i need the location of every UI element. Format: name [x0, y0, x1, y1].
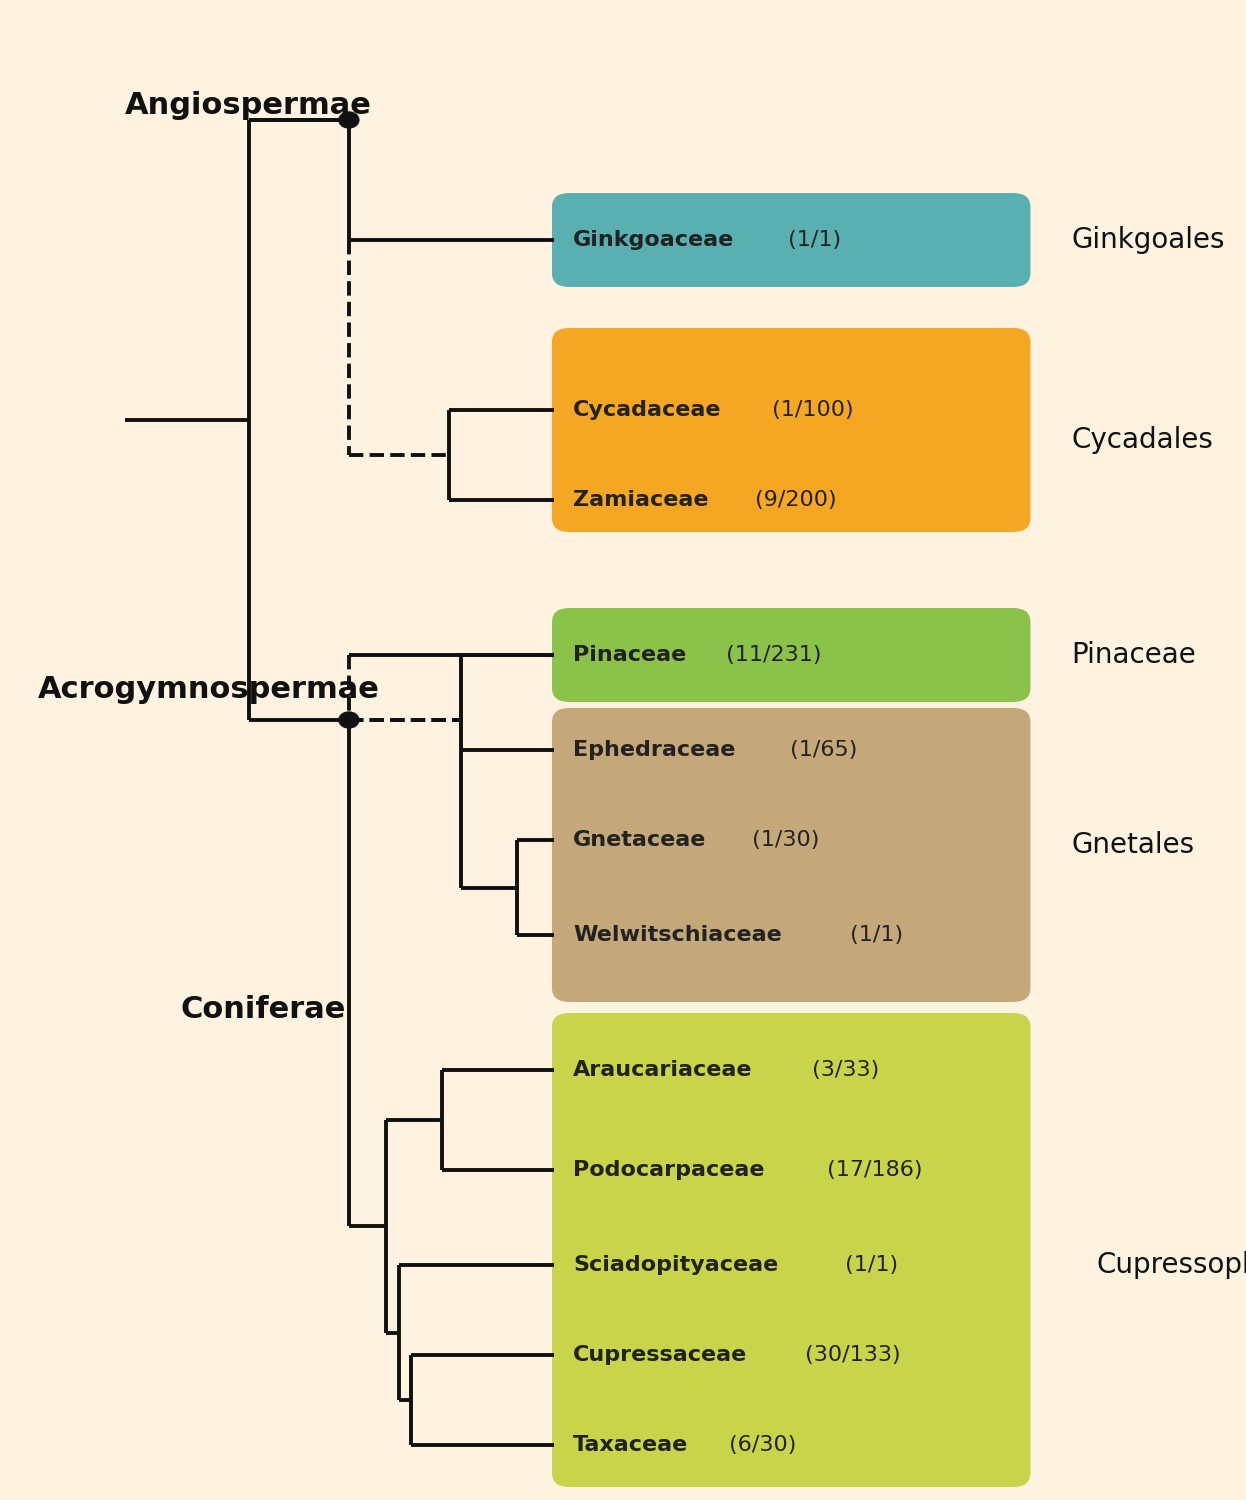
- Text: (9/200): (9/200): [748, 490, 836, 510]
- Text: Pinaceae: Pinaceae: [1072, 640, 1196, 669]
- FancyBboxPatch shape: [552, 328, 1030, 532]
- Text: Coniferae: Coniferae: [181, 996, 346, 1024]
- Text: Cycadaceae: Cycadaceae: [573, 400, 721, 420]
- Text: Cupressaceae: Cupressaceae: [573, 1346, 748, 1365]
- Text: Gnetales: Gnetales: [1072, 831, 1195, 860]
- FancyBboxPatch shape: [552, 194, 1030, 286]
- Text: Podocarpaceae: Podocarpaceae: [573, 1160, 765, 1180]
- Text: (17/186): (17/186): [820, 1160, 923, 1180]
- Circle shape: [339, 112, 359, 128]
- Text: Gnetaceae: Gnetaceae: [573, 830, 706, 850]
- Text: Ephedraceae: Ephedraceae: [573, 740, 735, 760]
- Text: Sciadopityaceae: Sciadopityaceae: [573, 1256, 779, 1275]
- Text: (30/133): (30/133): [797, 1346, 901, 1365]
- Text: Ginkgoaceae: Ginkgoaceae: [573, 230, 734, 251]
- FancyBboxPatch shape: [552, 708, 1030, 1002]
- Text: (1/1): (1/1): [781, 230, 841, 251]
- FancyBboxPatch shape: [552, 1013, 1030, 1486]
- Text: (3/33): (3/33): [805, 1060, 878, 1080]
- Text: (1/65): (1/65): [782, 740, 857, 760]
- Text: (1/30): (1/30): [745, 830, 820, 850]
- FancyBboxPatch shape: [552, 608, 1030, 702]
- Text: (11/231): (11/231): [719, 645, 822, 664]
- Text: (1/1): (1/1): [842, 926, 902, 945]
- Text: Welwitschiaceae: Welwitschiaceae: [573, 926, 782, 945]
- Text: Ginkgoales: Ginkgoales: [1072, 226, 1225, 254]
- Text: (6/30): (6/30): [721, 1436, 796, 1455]
- Text: Angiospermae: Angiospermae: [125, 90, 371, 120]
- Text: Zamiaceae: Zamiaceae: [573, 490, 709, 510]
- Text: Taxaceae: Taxaceae: [573, 1436, 688, 1455]
- Text: Acrogymnospermae: Acrogymnospermae: [37, 675, 379, 705]
- Text: Cupressophyta: Cupressophyta: [1096, 1251, 1246, 1280]
- Text: (1/100): (1/100): [765, 400, 854, 420]
- Text: Pinaceae: Pinaceae: [573, 645, 687, 664]
- Text: Araucariaceae: Araucariaceae: [573, 1060, 753, 1080]
- Text: (1/1): (1/1): [839, 1256, 898, 1275]
- Text: Cycadales: Cycadales: [1072, 426, 1214, 454]
- Circle shape: [339, 712, 359, 728]
